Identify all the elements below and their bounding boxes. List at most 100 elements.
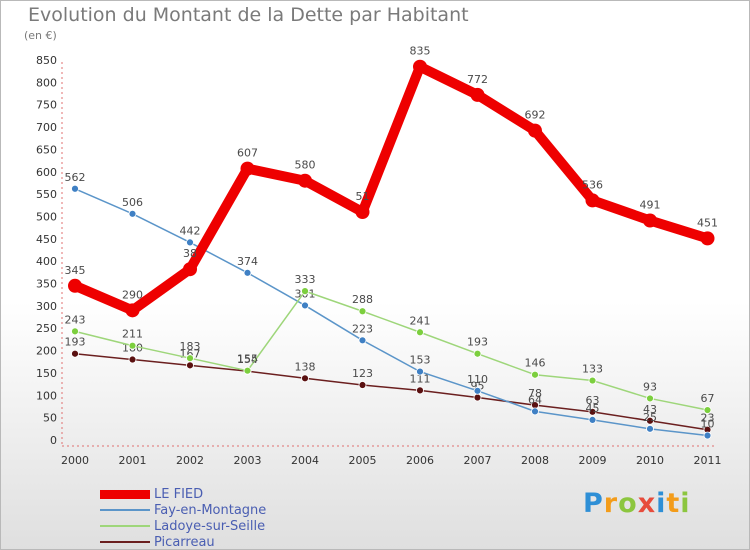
data-label: 333 — [295, 273, 316, 286]
chart-legend: LE FIED Fay-en-Montagne Ladoye-sur-Seille P… — [100, 486, 266, 550]
data-label: 43 — [643, 403, 657, 416]
data-point — [186, 361, 194, 370]
x-tick-label: 2007 — [464, 454, 492, 467]
legend-label: Fay-en-Montagne — [154, 502, 267, 518]
y-tick-label: 650 — [36, 143, 57, 156]
proxiti-logo: Proxiti — [583, 488, 691, 519]
unit-label: (en €) — [24, 29, 57, 42]
data-point — [643, 213, 657, 228]
data-label: 93 — [643, 380, 657, 393]
data-point — [301, 301, 309, 310]
data-point — [71, 327, 79, 336]
data-label: 442 — [180, 224, 201, 237]
y-tick-label: 50 — [43, 412, 57, 425]
y-tick-label: 700 — [36, 121, 57, 134]
data-label: 51 — [356, 190, 370, 203]
data-label: 123 — [352, 367, 373, 380]
x-tick-label: 2008 — [521, 454, 549, 467]
data-point — [646, 424, 654, 433]
data-label: 211 — [122, 328, 143, 341]
data-label: 451 — [697, 216, 718, 229]
data-label: 243 — [65, 313, 86, 326]
data-label: 78 — [528, 387, 542, 400]
data-label: 25 — [643, 411, 657, 424]
x-tick-label: 2002 — [176, 454, 204, 467]
legend-label: LE FIED — [154, 486, 204, 502]
data-point — [186, 238, 194, 247]
logo-letter: i — [656, 488, 667, 519]
data-label: 374 — [237, 255, 258, 268]
data-label: 345 — [65, 264, 86, 277]
y-tick-label: 200 — [36, 345, 57, 358]
y-tick-label: 400 — [36, 255, 57, 268]
data-label: 607 — [237, 147, 258, 160]
legend-swatch — [100, 525, 150, 527]
data-point — [528, 123, 542, 138]
data-label: 506 — [122, 196, 143, 209]
data-label: 491 — [640, 198, 661, 211]
data-point — [700, 231, 715, 246]
y-tick-label: 750 — [36, 99, 57, 112]
data-point — [531, 407, 539, 416]
data-point — [301, 374, 309, 383]
x-tick-label: 2001 — [119, 454, 147, 467]
logo-letter: o — [618, 488, 638, 519]
x-tick-label: 2004 — [291, 454, 319, 467]
data-point — [243, 268, 252, 277]
legend-swatch — [100, 541, 150, 543]
y-tick-label: 550 — [36, 188, 57, 201]
data-point — [585, 193, 600, 208]
data-label: 45 — [586, 402, 600, 415]
data-label: 63 — [586, 394, 600, 407]
data-point — [183, 262, 197, 277]
data-point — [186, 354, 194, 363]
x-tick-label: 2011 — [694, 454, 722, 467]
data-point — [703, 406, 712, 414]
y-tick-label: 850 — [36, 54, 57, 67]
data-point — [240, 161, 255, 176]
y-tick-label: 250 — [36, 322, 57, 335]
x-tick-label: 2005 — [349, 454, 377, 467]
data-label: 64 — [528, 393, 542, 406]
data-point — [473, 386, 482, 395]
data-point — [416, 328, 424, 337]
legend-swatch — [100, 509, 150, 511]
legend-item: Ladoye-sur-Seille — [100, 518, 266, 534]
y-tick-label: 300 — [36, 300, 57, 313]
data-point — [646, 416, 654, 425]
data-label: 241 — [410, 314, 431, 327]
data-point — [71, 349, 79, 358]
legend-label: Picarreau — [154, 534, 215, 550]
data-point — [298, 173, 312, 188]
y-tick-label: 500 — [36, 210, 57, 223]
legend-item: Fay-en-Montagne — [100, 502, 266, 518]
logo-letter: i — [680, 488, 691, 519]
data-point — [588, 376, 597, 385]
series-line-ladoye-sur-seille — [74, 290, 709, 411]
data-label: 290 — [122, 288, 143, 301]
y-tick-label: 100 — [36, 389, 57, 402]
data-label: 580 — [295, 159, 316, 172]
x-tick-label: 2006 — [406, 454, 434, 467]
data-point — [358, 381, 367, 389]
data-point — [358, 307, 367, 316]
data-label: 10 — [701, 418, 715, 431]
data-label: 193 — [65, 336, 86, 349]
data-label: 536 — [582, 178, 603, 191]
data-label: 835 — [410, 45, 431, 58]
logo-letter: t — [666, 488, 681, 519]
series-line-le-fied — [70, 61, 713, 316]
data-point — [355, 205, 370, 219]
data-label: 155 — [237, 353, 258, 366]
x-tick-label: 2010 — [636, 454, 664, 467]
data-label: 193 — [467, 336, 488, 349]
data-point — [470, 87, 485, 102]
y-tick-label: 800 — [36, 76, 57, 89]
logo-letter: P — [583, 488, 604, 519]
data-point — [588, 415, 597, 424]
data-point — [413, 59, 427, 74]
data-label: 153 — [410, 354, 431, 367]
data-point — [531, 370, 539, 379]
